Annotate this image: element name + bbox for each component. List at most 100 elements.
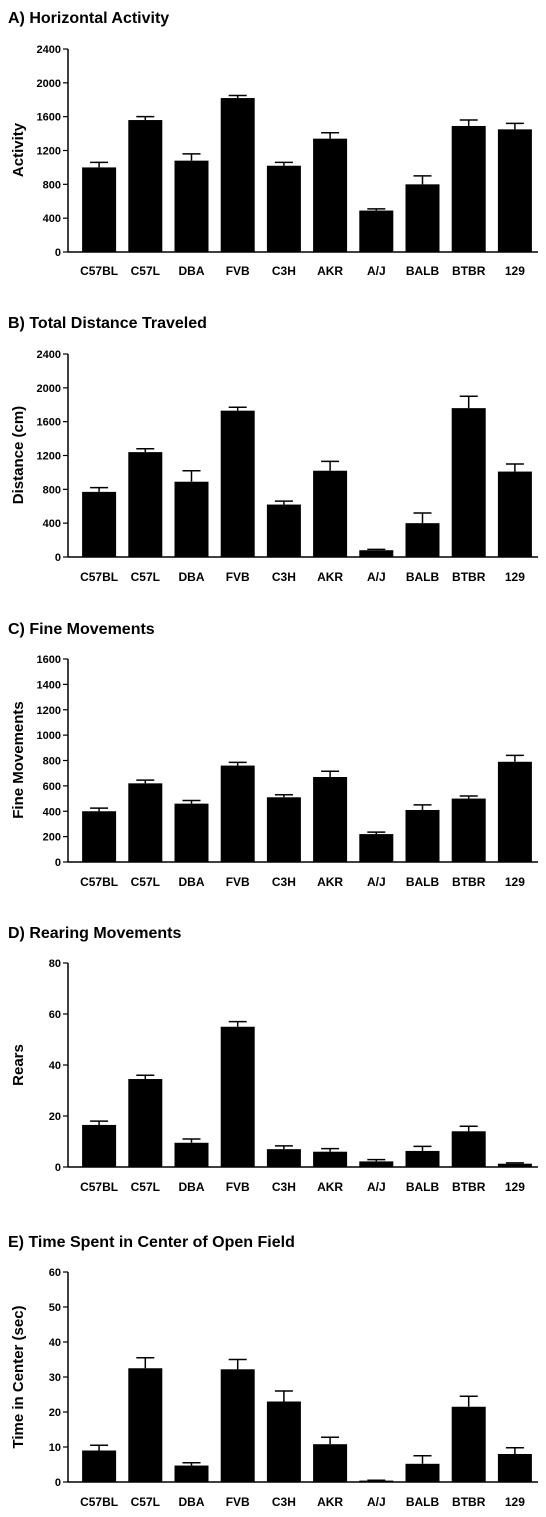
bar (174, 1142, 209, 1167)
x-tick-label: DBA (179, 1495, 205, 1509)
x-tick-label: C3H (272, 570, 296, 584)
chart-panel-d: D) Rearing Movements Rears 0 20 40 60 80 C57BL C… (8, 925, 538, 1194)
bar (266, 1401, 301, 1482)
y-tick-label: 400 (43, 518, 61, 530)
bar (174, 803, 209, 862)
bar (451, 1131, 486, 1167)
chart-panel-c: C) Fine Movements Fine Movements 0 200 400 60… (8, 621, 538, 889)
bar (451, 798, 486, 862)
bar (128, 1368, 163, 1482)
y-tick-label: 1600 (37, 112, 61, 124)
bar (174, 160, 209, 252)
y-tick-label: 2000 (37, 78, 61, 90)
y-axis-label: Activity (10, 122, 27, 177)
x-tick-label: BALB (406, 1180, 440, 1194)
bar (220, 1369, 255, 1482)
x-tick-label: C3H (272, 264, 296, 278)
x-tick-label: AKR (317, 570, 343, 584)
bar (451, 408, 486, 557)
bar (266, 797, 301, 862)
y-axis-label: Fine Movements (10, 701, 27, 819)
y-tick-label: 20 (49, 1407, 61, 1419)
x-tick-label: 129 (505, 875, 525, 889)
y-tick-label: 40 (49, 1337, 61, 1349)
x-tick-label: C57L (131, 264, 160, 278)
chart-title: A) Horizontal Activity (8, 10, 169, 27)
x-tick-label: C57BL (80, 264, 118, 278)
bar (359, 1161, 394, 1167)
x-tick-label: C57BL (80, 875, 118, 889)
chart-panel-e: E) Time Spent in Center of Open Field Tim… (8, 1234, 538, 1509)
y-tick-label: 0 (55, 857, 61, 869)
bar (220, 765, 255, 862)
y-tick-label: 60 (49, 1267, 61, 1279)
y-tick-label: 0 (55, 1477, 61, 1489)
y-axis-label: Distance (cm) (10, 406, 27, 504)
bar (313, 1444, 348, 1482)
bar (82, 491, 117, 557)
x-tick-label: C57L (131, 1180, 160, 1194)
x-tick-label: DBA (179, 264, 205, 278)
bar (128, 1079, 163, 1167)
y-tick-label: 0 (55, 1162, 61, 1174)
x-tick-label: AKR (317, 875, 343, 889)
x-tick-label: A/J (367, 264, 386, 278)
bar (451, 125, 486, 252)
bar (451, 1406, 486, 1482)
chart-title: E) Time Spent in Center of Open Field (8, 1234, 295, 1251)
x-tick-label: FVB (226, 570, 250, 584)
x-tick-label: AKR (317, 264, 343, 278)
x-tick-label: C57BL (80, 1495, 118, 1509)
x-tick-label: A/J (367, 1495, 386, 1509)
x-tick-label: FVB (226, 1180, 250, 1194)
x-tick-label: BALB (406, 1495, 440, 1509)
bar (82, 167, 117, 252)
bar (497, 1454, 532, 1482)
bar (359, 550, 394, 557)
y-tick-label: 0 (55, 247, 61, 259)
y-tick-label: 800 (43, 484, 61, 496)
x-tick-label: FVB (226, 875, 250, 889)
bar (128, 120, 163, 252)
chart-title: B) Total Distance Traveled (8, 315, 207, 332)
y-tick-label: 80 (49, 958, 61, 970)
x-tick-label: BALB (406, 264, 440, 278)
x-tick-label: BTBR (452, 875, 486, 889)
bar (266, 1149, 301, 1167)
bar (497, 471, 532, 557)
x-tick-label: A/J (367, 1180, 386, 1194)
bar (82, 1450, 117, 1482)
x-tick-label: BTBR (452, 264, 486, 278)
x-tick-label: C3H (272, 1495, 296, 1509)
bar (497, 761, 532, 862)
x-tick-label: DBA (179, 1180, 205, 1194)
x-tick-label: BTBR (452, 1180, 486, 1194)
x-tick-label: C57L (131, 875, 160, 889)
bar (82, 811, 117, 862)
x-tick-label: BTBR (452, 570, 486, 584)
y-axis-label: Time in Center (sec) (10, 1305, 27, 1448)
x-tick-label: DBA (179, 570, 205, 584)
x-tick-label: A/J (367, 570, 386, 584)
x-tick-label: C57L (131, 1495, 160, 1509)
bar (313, 1151, 348, 1167)
bar (405, 809, 440, 862)
bar (82, 1124, 117, 1167)
x-tick-label: C57L (131, 570, 160, 584)
y-tick-label: 600 (43, 781, 61, 793)
bar (497, 1163, 532, 1167)
y-tick-label: 1400 (37, 679, 61, 691)
y-tick-label: 40 (49, 1060, 61, 1072)
y-tick-label: 2400 (37, 349, 61, 361)
x-tick-label: 129 (505, 570, 525, 584)
y-tick-label: 60 (49, 1009, 61, 1021)
y-tick-label: 1200 (37, 451, 61, 463)
y-tick-label: 0 (55, 552, 61, 564)
bar (405, 184, 440, 252)
bar (174, 481, 209, 557)
bar (220, 410, 255, 557)
y-tick-label: 1600 (37, 654, 61, 666)
bar (313, 470, 348, 557)
y-tick-label: 1000 (37, 730, 61, 742)
